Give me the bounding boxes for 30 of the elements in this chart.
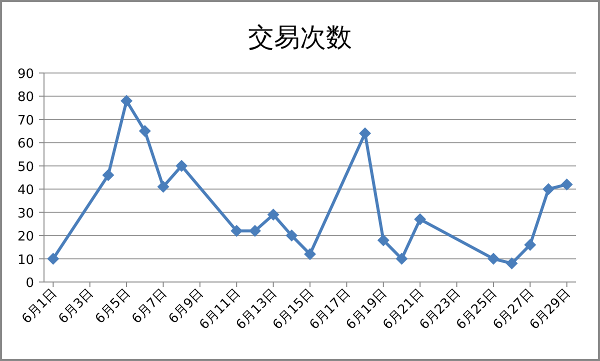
point bbox=[414, 213, 426, 226]
y-tick-label: 60 bbox=[17, 136, 34, 152]
point bbox=[230, 224, 243, 237]
y-tick-label: 70 bbox=[17, 113, 34, 128]
y-tick-label: 40 bbox=[17, 183, 34, 198]
point bbox=[560, 178, 573, 190]
point bbox=[542, 183, 554, 196]
point bbox=[157, 180, 170, 193]
point bbox=[524, 238, 536, 251]
point bbox=[487, 252, 500, 265]
point bbox=[47, 252, 60, 265]
y-tick-label: 80 bbox=[17, 90, 34, 106]
y-tick-label: 30 bbox=[17, 206, 34, 222]
point bbox=[286, 230, 298, 242]
point bbox=[377, 234, 390, 246]
point bbox=[359, 127, 372, 140]
point bbox=[304, 248, 316, 260]
y-tick-label: 50 bbox=[17, 160, 34, 175]
point bbox=[506, 257, 518, 270]
y-tick-label: 20 bbox=[17, 230, 34, 245]
point bbox=[396, 252, 408, 265]
y-tick-label: 90 bbox=[17, 67, 34, 82]
y-tick-label: 10 bbox=[17, 252, 34, 268]
chart-title: 交易次数 bbox=[248, 23, 352, 53]
point bbox=[248, 224, 261, 237]
point bbox=[102, 169, 114, 182]
point bbox=[120, 94, 133, 107]
point bbox=[267, 208, 280, 221]
point bbox=[138, 125, 151, 138]
point bbox=[176, 160, 188, 172]
